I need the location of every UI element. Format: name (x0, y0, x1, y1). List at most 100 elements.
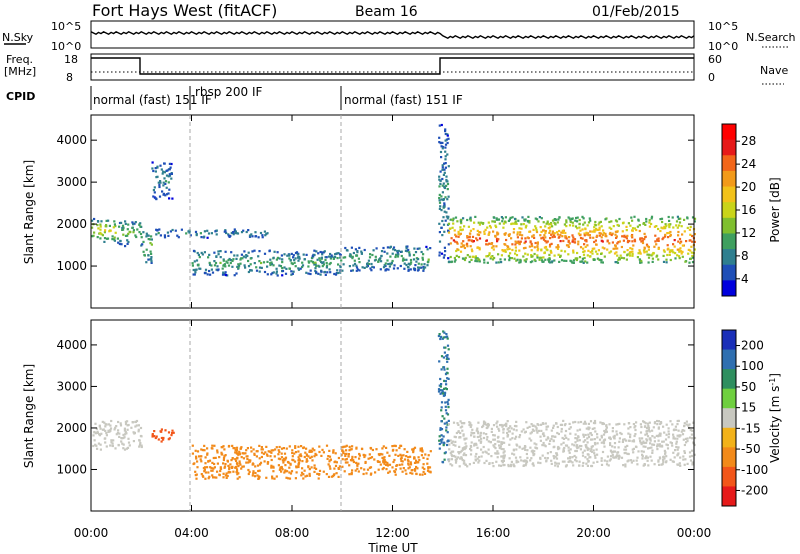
velocity-cell (159, 430, 162, 433)
power-cell (528, 220, 531, 223)
power-cell (382, 266, 386, 269)
power-cell (572, 251, 575, 254)
power-cell (481, 222, 484, 225)
velocity-cell (480, 448, 483, 451)
power-cell (492, 245, 495, 248)
power-cell (486, 243, 489, 246)
power-colorbar-swatch (722, 264, 736, 281)
velocity-cell (446, 377, 449, 380)
power-cell (373, 259, 377, 262)
power-cell (360, 252, 363, 255)
velocity-cell (440, 406, 443, 409)
velocity-cell (685, 441, 688, 444)
power-cell (533, 246, 536, 249)
velocity-cell (193, 462, 196, 465)
velocity-cell (440, 428, 444, 431)
power-cell (254, 231, 257, 234)
power-cell (600, 236, 603, 239)
velocity-cell (231, 444, 234, 447)
velocity-cell (560, 430, 563, 433)
power-cell (511, 248, 514, 252)
power-cell (664, 233, 667, 236)
velocity-cell (452, 443, 455, 446)
velocity-cell (393, 470, 397, 474)
velocity-cell (311, 447, 314, 450)
velocity-cell (409, 461, 412, 464)
velocity-cell (235, 449, 238, 452)
power-cell (582, 261, 585, 264)
power-cell (637, 219, 640, 222)
velocity-cell (457, 423, 460, 426)
velocity-cell (627, 459, 630, 462)
velocity-cell (522, 428, 525, 431)
power-cell (505, 238, 508, 242)
power-cell (466, 218, 469, 222)
power-cell (442, 223, 446, 226)
power-cell (444, 250, 447, 253)
power-cell (656, 239, 659, 242)
power-cell (594, 250, 598, 253)
velocity-cell (315, 467, 318, 470)
power-cell (258, 266, 262, 269)
velocity-cell (688, 455, 692, 458)
power-cell (543, 251, 546, 254)
velocity-cell (469, 425, 472, 428)
velocity-cell (457, 451, 460, 454)
velocity-cell (404, 469, 407, 472)
power-cell (203, 235, 206, 238)
velocity-cell (685, 420, 688, 423)
power-cell (477, 233, 481, 237)
velocity-cell (355, 461, 358, 464)
power-cell (676, 248, 679, 251)
velocity-cell (532, 429, 535, 432)
power-cell (574, 257, 577, 260)
power-cell (625, 229, 628, 232)
velocity-cell (203, 468, 206, 471)
power-cell (305, 271, 308, 274)
velocity-cell (227, 464, 230, 467)
power-cell (197, 264, 200, 267)
velocity-cell (348, 473, 351, 476)
power-cell (275, 258, 278, 261)
power-cell (608, 242, 611, 245)
power-cell (582, 247, 585, 250)
velocity-cell (475, 443, 478, 446)
power-cell (679, 242, 682, 245)
power-cell (578, 226, 581, 229)
velocity-cell (682, 458, 685, 461)
velocity-cell (657, 427, 660, 430)
power-cell (589, 251, 592, 254)
power-cell (589, 230, 592, 233)
power-cell (350, 246, 353, 249)
power-cell (514, 220, 517, 223)
power-cell (158, 195, 162, 198)
velocity-cell (302, 446, 305, 449)
velocity-cell (426, 457, 429, 460)
power-cell (244, 266, 247, 269)
power-cell (601, 233, 604, 236)
power-cell (408, 251, 411, 254)
velocity-cell (611, 430, 614, 433)
velocity-cell (490, 455, 493, 458)
velocity-cell (611, 453, 614, 457)
power-cell (519, 259, 522, 262)
power-cell (506, 245, 509, 248)
power-cell (351, 255, 354, 258)
power-colorbar-swatch (722, 155, 736, 172)
velocity-cell (442, 356, 445, 359)
power-cell (427, 258, 430, 261)
power-cell (525, 258, 528, 261)
velocity-cell (446, 356, 449, 359)
power-cell (126, 239, 129, 242)
power-cell (593, 247, 596, 250)
velocity-cell (388, 454, 391, 457)
velocity-cell (446, 360, 449, 363)
power-cell (631, 227, 635, 230)
power-cell (524, 246, 527, 249)
power-cell (357, 257, 360, 260)
velocity-cell (107, 423, 111, 426)
power-cell (122, 228, 125, 231)
power-cell (320, 270, 323, 273)
power-cell (191, 264, 194, 267)
